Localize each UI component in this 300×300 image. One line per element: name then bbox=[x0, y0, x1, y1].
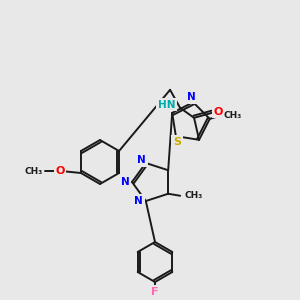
Text: N: N bbox=[187, 92, 196, 102]
Text: CH₃: CH₃ bbox=[224, 111, 242, 120]
Text: O: O bbox=[55, 166, 64, 176]
Text: S: S bbox=[173, 137, 181, 147]
Text: N: N bbox=[134, 196, 143, 206]
Text: CH₃: CH₃ bbox=[184, 191, 202, 200]
Text: N: N bbox=[137, 155, 146, 165]
Text: N: N bbox=[121, 177, 129, 187]
Text: CH₃: CH₃ bbox=[25, 167, 43, 176]
Text: F: F bbox=[151, 287, 159, 297]
Text: HN: HN bbox=[158, 100, 175, 110]
Text: O: O bbox=[213, 107, 223, 117]
